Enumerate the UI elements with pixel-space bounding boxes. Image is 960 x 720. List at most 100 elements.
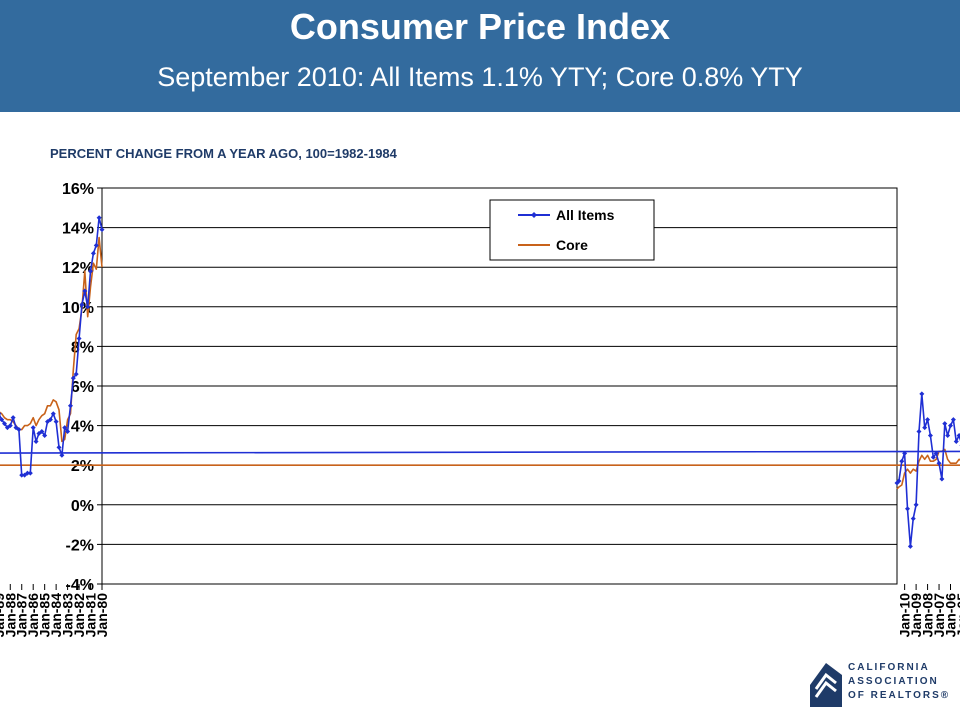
data-point (907, 543, 913, 549)
x-tick-label: Jan-82 (71, 593, 87, 638)
data-point (85, 304, 91, 310)
series-lines (0, 216, 960, 548)
data-point (4, 425, 10, 431)
y-tick-label: -4% (66, 577, 94, 594)
series-line-core (0, 236, 960, 490)
data-point (88, 268, 94, 274)
logo-line-2: ASSOCIATION (848, 676, 939, 687)
data-point (942, 421, 948, 427)
logo-line-3: OF REALTORS® (848, 690, 951, 701)
series-line-all-items (0, 216, 960, 548)
data-point (22, 472, 28, 478)
x-tick-label: Jan-84 (48, 593, 64, 638)
x-tick-label: Jan-06 (943, 593, 959, 638)
data-point (905, 506, 911, 512)
data-point (956, 433, 960, 438)
data-point (13, 425, 19, 431)
x-tick-label: Jan-88 (2, 593, 18, 638)
data-point (948, 423, 954, 429)
data-point (90, 250, 96, 256)
data-point (79, 302, 85, 308)
data-point (96, 215, 102, 221)
logo-wordmark: CALIFORNIA ASSOCIATION OF REALTORS® (848, 661, 950, 703)
data-point (56, 444, 62, 450)
data-point (913, 502, 919, 508)
x-axis-ticks: Jan-80Jan-81Jan-82Jan-83Jan-84Jan-85Jan-… (0, 584, 960, 637)
y-tick-label: 12% (62, 260, 94, 277)
data-point (930, 454, 936, 460)
x-tick-label: Jan-86 (25, 593, 41, 638)
data-point (2, 421, 8, 427)
data-point (67, 403, 73, 409)
data-point (50, 411, 56, 417)
data-point (925, 417, 931, 423)
data-point (30, 425, 36, 431)
y-tick-label: 14% (62, 221, 94, 238)
y-tick-label: 8% (71, 339, 94, 356)
data-point (65, 429, 71, 435)
data-point (919, 391, 925, 397)
data-point (922, 425, 928, 431)
data-point (0, 417, 5, 423)
y-tick-label: 10% (62, 300, 94, 317)
legend-box (489, 199, 655, 261)
y-tick-label: 6% (71, 379, 94, 396)
data-point (76, 335, 82, 341)
data-point (0, 412, 2, 416)
page-subtitle: September 2010: All Items 1.1% YTY; Core… (157, 62, 803, 92)
data-point (70, 375, 76, 381)
y-tick-label: 0% (71, 498, 94, 515)
x-tick-label: Jan-09 (908, 593, 924, 638)
data-point (73, 371, 79, 377)
y-tick-label: 16% (62, 181, 94, 198)
data-point (45, 419, 51, 425)
y-tick-label: -2% (66, 537, 94, 554)
x-tick-label: Jan-87 (14, 593, 30, 638)
x-tick-label: Jan-08 (920, 593, 936, 638)
legend-marker-all-items (531, 212, 537, 218)
data-point (910, 516, 916, 522)
x-tick-label: Jan-89 (0, 593, 7, 638)
data-point (59, 452, 65, 458)
y-tick-label: 4% (71, 419, 94, 436)
data-point (53, 419, 59, 425)
x-tick-label: Jan-81 (83, 593, 99, 638)
data-point (936, 460, 942, 466)
data-point (950, 417, 956, 423)
data-point (945, 433, 951, 438)
page-title: Consumer Price Index (289, 6, 671, 47)
data-point (10, 415, 16, 421)
data-point (953, 438, 959, 444)
data-point (27, 470, 33, 476)
logo-line-1: CALIFORNIA (848, 662, 930, 673)
legend-label-all-items: All Items (556, 207, 615, 223)
x-tick-label: Jan-80 (94, 593, 110, 638)
data-point (916, 429, 922, 435)
y-tick-label: 2% (71, 458, 94, 475)
data-point (99, 227, 105, 233)
chart-heading: PERCENT CHANGE FROM A YEAR AGO, 100=1982… (50, 146, 397, 161)
legend: All Items Core (489, 199, 655, 261)
x-tick-label: Jan-10 (897, 593, 913, 638)
data-point (42, 433, 48, 438)
data-point (939, 476, 945, 482)
header-banner: Consumer Price Index September 2010: All… (0, 0, 960, 112)
house-emblem-icon (810, 663, 842, 707)
data-point (82, 288, 88, 294)
x-tick-label: Jan-07 (931, 593, 947, 638)
y-axis-ticks: -4% -2% 0% 2% 4% 6% 8% 10% 12% 14% 16% (62, 181, 102, 594)
data-point (899, 458, 905, 464)
data-point (927, 433, 933, 438)
data-point (933, 450, 939, 456)
series-markers (0, 215, 960, 549)
car-logo: CALIFORNIA ASSOCIATION OF REALTORS® (806, 655, 956, 715)
data-point (36, 431, 42, 437)
data-point (902, 450, 908, 456)
data-point (33, 438, 39, 444)
legend-label-core: Core (556, 237, 588, 253)
data-point (19, 472, 25, 478)
x-tick-label: Jan-05 (954, 593, 960, 638)
data-point (894, 480, 900, 486)
x-tick-label: Jan-83 (60, 593, 76, 638)
